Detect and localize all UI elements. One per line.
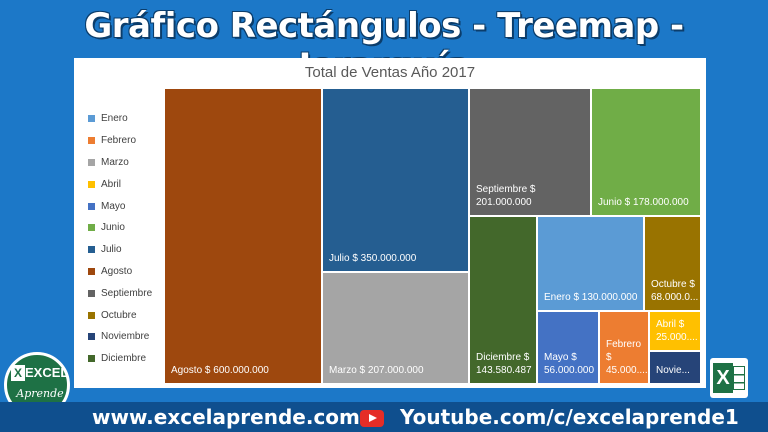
treemap-tile-marzo: Marzo $ 207.000.000 — [322, 272, 469, 384]
youtube-link[interactable]: Youtube.com/c/excelaprende1 — [400, 405, 739, 429]
legend-item-febrero: Febrero — [88, 130, 168, 152]
data-label: Febrero $ 45.000.... — [606, 339, 648, 376]
legend-swatch — [88, 333, 95, 341]
legend: Enero Febrero Marzo Abril Mayo Junio Julio Agos… — [88, 108, 168, 370]
legend-swatch — [88, 289, 95, 297]
treemap: Agosto $ 600.000.000 Julio $ 350.000.000 M… — [164, 88, 701, 384]
treemap-tile-enero: Enero $ 130.000.000 — [537, 216, 644, 311]
treemap-tile-septiembre: Septiembre $ 201.000.000 — [469, 88, 591, 216]
chart-title: Total de Ventas Año 2017 — [304, 64, 476, 81]
legend-label: Diciembre — [101, 353, 147, 365]
treemap-tile-junio: Junio $ 178.000.000 — [591, 88, 701, 216]
legend-swatch — [88, 137, 95, 145]
legend-swatch — [88, 202, 95, 210]
footer-bar: www.excelaprende.com Youtube.com/c/excel… — [0, 402, 768, 432]
treemap-tile-mayo: Mayo $ 56.000.000 — [537, 311, 599, 384]
treemap-tile-abril: Abril $ 25.000.... — [649, 311, 701, 351]
legend-item-enero: Enero — [88, 108, 168, 130]
legend-item-mayo: Mayo — [88, 195, 168, 217]
legend-label: Noviembre — [101, 331, 150, 343]
youtube-icon — [360, 410, 384, 427]
data-label: Enero $ 130.000.000 — [544, 292, 638, 303]
legend-label: Junio — [101, 222, 125, 234]
spreadsheet-grid-icon — [733, 366, 745, 390]
legend-swatch — [88, 224, 95, 232]
legend-swatch — [88, 246, 95, 254]
treemap-tile-febrero: Febrero $ 45.000.... — [599, 311, 649, 384]
logo-text-excel: EXCEL — [25, 365, 69, 380]
data-label: Mayo $ 56.000.000 — [544, 352, 595, 376]
legend-item-abril: Abril — [88, 173, 168, 195]
legend-swatch — [88, 115, 95, 123]
legend-label: Abril — [101, 178, 122, 190]
logo-text-aprende: Aprende — [16, 387, 64, 400]
legend-label: Febrero — [101, 135, 137, 147]
legend-swatch — [88, 158, 95, 166]
legend-item-agosto: Agosto — [88, 261, 168, 283]
excel-x-icon: X — [11, 365, 25, 381]
legend-swatch — [88, 267, 95, 275]
data-label: Septiembre $ 201.000.000 — [476, 184, 536, 208]
data-label: Junio $ 178.000.000 — [598, 197, 689, 208]
data-label: Diciembre $ 143.580.487 — [476, 352, 532, 376]
data-label: Marzo $ 207.000.000 — [329, 365, 424, 376]
data-label: Agosto $ 600.000.000 — [171, 365, 269, 376]
legend-item-marzo: Marzo — [88, 152, 168, 174]
legend-label: Octubre — [101, 309, 137, 321]
legend-item-julio: Julio — [88, 239, 168, 261]
excel-x-icon: X — [713, 363, 733, 393]
legend-item-junio: Junio — [88, 217, 168, 239]
legend-label: Septiembre — [101, 287, 153, 299]
data-label: Julio $ 350.000.000 — [329, 253, 417, 264]
treemap-tile-julio: Julio $ 350.000.000 — [322, 88, 469, 272]
legend-label: Mayo — [101, 200, 126, 212]
legend-swatch — [88, 355, 95, 363]
legend-label: Enero — [101, 113, 128, 125]
legend-label: Marzo — [101, 156, 129, 168]
data-label: Novie... — [656, 365, 690, 376]
treemap-tile-noviembre: Novie... — [649, 351, 701, 384]
legend-swatch — [88, 311, 95, 319]
legend-label: Agosto — [101, 265, 133, 277]
legend-swatch — [88, 180, 95, 188]
treemap-tile-agosto: Agosto $ 600.000.000 — [164, 88, 322, 384]
treemap-tile-octubre: Octubre $ 68.000.0... — [644, 216, 701, 311]
legend-item-septiembre: Septiembre — [88, 282, 168, 304]
chart-area: Total de Ventas Año 2017 Enero Febrero Mar… — [74, 58, 706, 388]
treemap-tile-diciembre: Diciembre $ 143.580.487 — [469, 216, 537, 384]
excel-app-icon: X — [710, 358, 748, 398]
legend-item-diciembre: Diciembre — [88, 348, 168, 370]
legend-item-noviembre: Noviembre — [88, 326, 168, 348]
data-label: Abril $ 25.000.... — [656, 319, 698, 343]
legend-item-octubre: Octubre — [88, 304, 168, 326]
legend-label: Julio — [101, 244, 122, 256]
data-label: Octubre $ 68.000.0... — [651, 279, 699, 303]
website-link[interactable]: www.excelaprende.com — [92, 405, 360, 429]
